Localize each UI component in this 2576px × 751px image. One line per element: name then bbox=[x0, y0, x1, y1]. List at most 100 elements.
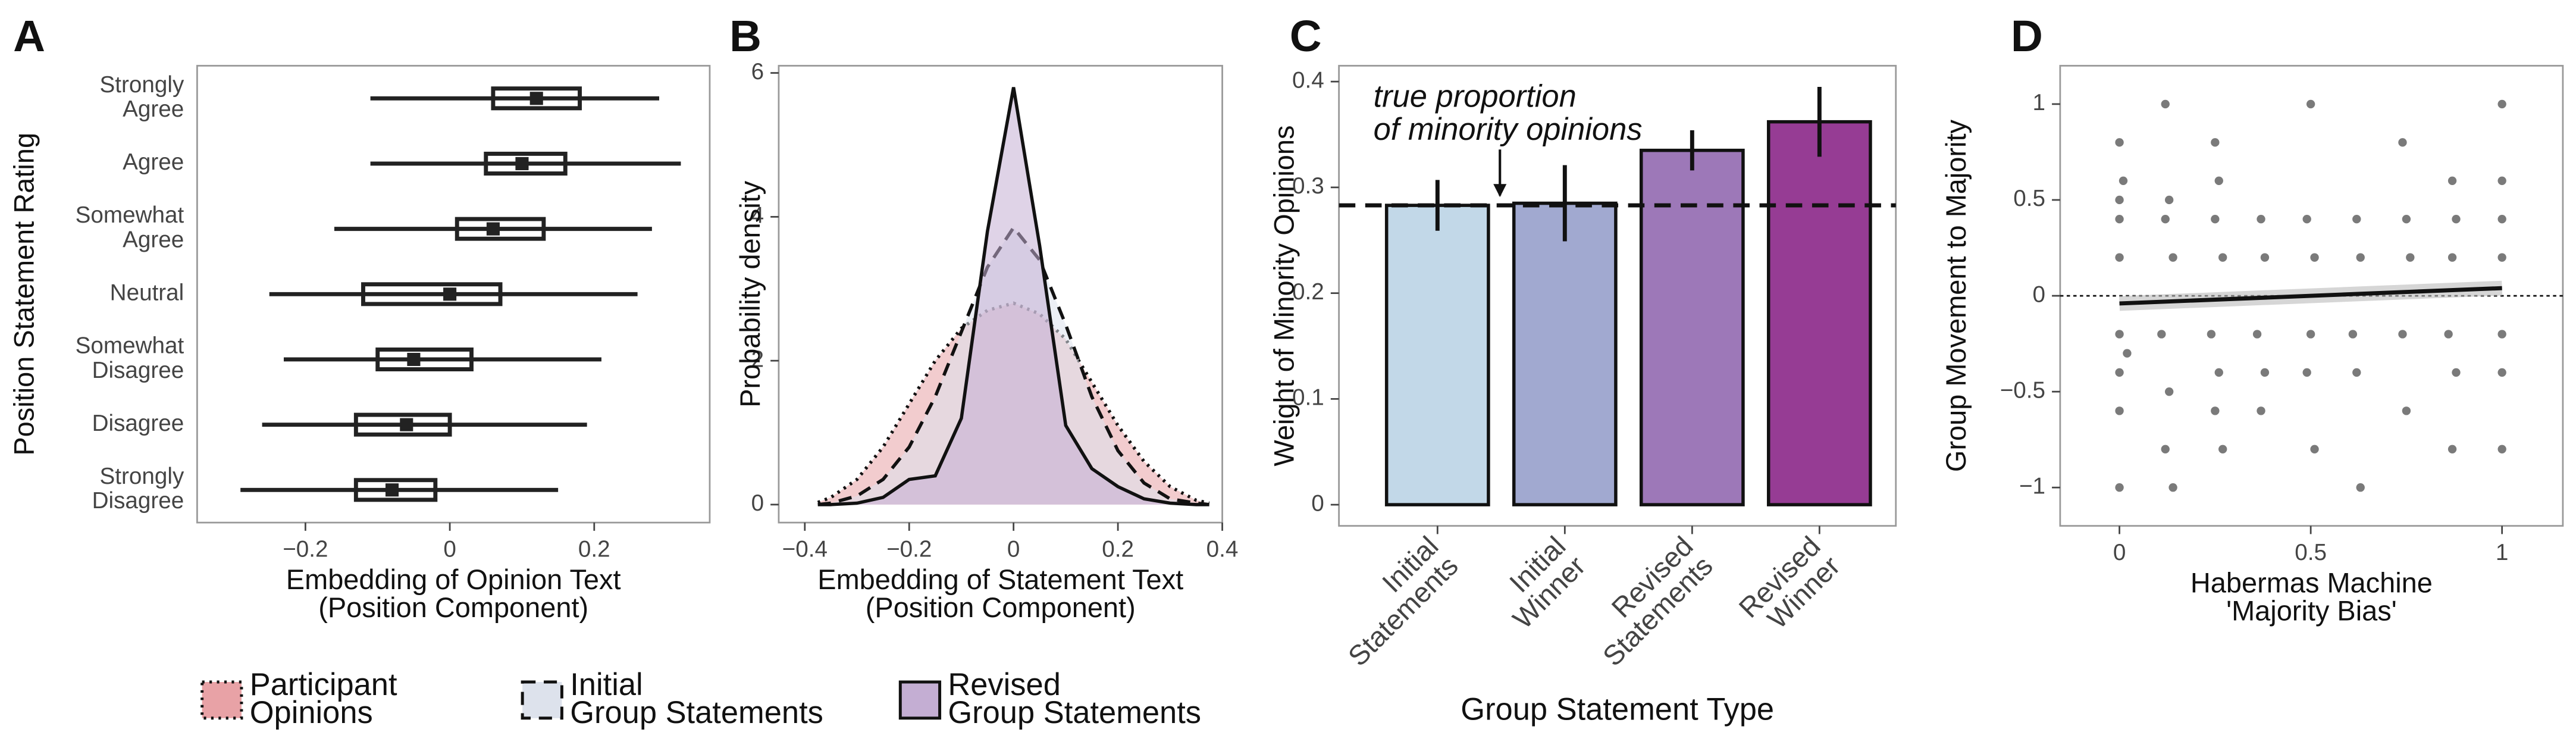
point bbox=[2447, 176, 2457, 185]
point bbox=[2161, 445, 2170, 453]
y-tick-label: 0 bbox=[751, 490, 764, 516]
legend-label: Revised bbox=[948, 668, 1061, 702]
point bbox=[2406, 253, 2415, 262]
y-tick-label: Neutral bbox=[110, 280, 184, 306]
point bbox=[2168, 483, 2177, 492]
legend-label: Initial bbox=[570, 668, 643, 702]
point bbox=[2356, 483, 2365, 492]
point bbox=[2115, 253, 2124, 262]
point bbox=[2402, 406, 2411, 415]
x-tick-label: 0.2 bbox=[578, 536, 610, 562]
box bbox=[375, 347, 474, 371]
x-tick-label: 0.5 bbox=[2295, 540, 2327, 565]
point bbox=[2402, 215, 2411, 224]
median bbox=[515, 157, 529, 171]
y-tick-label: −1 bbox=[2019, 473, 2045, 499]
point bbox=[2348, 330, 2358, 339]
point bbox=[2211, 138, 2220, 147]
point bbox=[2257, 215, 2265, 224]
point bbox=[2168, 253, 2177, 262]
x-axis-title: (Position Component) bbox=[866, 592, 1136, 623]
median bbox=[529, 92, 543, 105]
point bbox=[2352, 215, 2361, 224]
bar bbox=[1384, 204, 1490, 506]
median bbox=[443, 287, 457, 301]
point bbox=[2164, 195, 2174, 205]
y-axis-title: Weight of Minority Opinions bbox=[1269, 126, 1300, 467]
legend-swatch bbox=[521, 680, 563, 720]
y-tick-label: 0.3 bbox=[1292, 173, 1324, 199]
y-tick-label: 1 bbox=[2033, 90, 2045, 115]
point bbox=[2123, 349, 2132, 358]
point bbox=[2447, 445, 2457, 453]
x-tick-label: 0 bbox=[2113, 540, 2126, 565]
y-tick-label: 0.5 bbox=[2013, 186, 2045, 211]
point bbox=[2352, 368, 2361, 377]
trend-line bbox=[2119, 286, 2502, 306]
point bbox=[2119, 176, 2128, 185]
point bbox=[2252, 330, 2262, 339]
y-tick-label: Agree bbox=[123, 149, 184, 175]
point bbox=[2161, 99, 2170, 109]
y-tick-label: Disagree bbox=[92, 358, 184, 383]
x-tick-label: 0.4 bbox=[1206, 536, 1239, 562]
point bbox=[2310, 253, 2319, 262]
panel-letter: D bbox=[2011, 11, 2043, 61]
x-axis-title: 'Majority Bias' bbox=[2226, 595, 2397, 626]
median bbox=[407, 352, 421, 367]
y-tick-label: Strongly bbox=[99, 464, 184, 489]
median bbox=[486, 222, 500, 236]
point bbox=[2115, 330, 2124, 339]
point bbox=[2302, 368, 2311, 377]
point bbox=[2115, 138, 2124, 147]
panel-letter: C bbox=[1290, 11, 1322, 61]
legend-label: Opinions bbox=[250, 696, 373, 730]
point bbox=[2207, 330, 2216, 339]
point bbox=[2444, 330, 2453, 339]
point bbox=[2497, 330, 2506, 339]
point bbox=[2211, 215, 2220, 224]
point bbox=[2115, 215, 2124, 224]
point bbox=[2497, 99, 2506, 109]
x-tick-label: −0.2 bbox=[886, 536, 932, 562]
point bbox=[2161, 215, 2170, 224]
point bbox=[2115, 406, 2124, 415]
point bbox=[2356, 253, 2365, 262]
y-tick-label: Agree bbox=[123, 96, 184, 122]
x-tick-label: 0 bbox=[1007, 536, 1020, 562]
point bbox=[2157, 330, 2166, 339]
point bbox=[2115, 368, 2124, 377]
annotation: of minority opinions bbox=[1374, 112, 1643, 147]
point bbox=[2115, 483, 2124, 492]
x-tick-label: −0.4 bbox=[782, 536, 828, 562]
point bbox=[2398, 138, 2407, 147]
y-tick-label: Strongly bbox=[99, 72, 184, 98]
y-tick-label: Agree bbox=[123, 227, 184, 253]
y-axis-title: Position Statement Rating bbox=[9, 133, 40, 456]
y-tick-label: Somewhat bbox=[76, 333, 184, 358]
point bbox=[2260, 253, 2270, 262]
x-axis-title: Group Statement Type bbox=[1461, 693, 1774, 727]
point bbox=[2452, 368, 2461, 377]
median bbox=[385, 483, 399, 497]
y-tick-label: −0.5 bbox=[2000, 377, 2045, 403]
point bbox=[2218, 445, 2227, 453]
point bbox=[2497, 176, 2506, 185]
y-tick-label: Somewhat bbox=[76, 202, 184, 228]
legend-label: Participant bbox=[250, 668, 397, 702]
density-line bbox=[817, 87, 1209, 506]
point bbox=[2257, 406, 2265, 415]
x-tick-label: 0 bbox=[443, 536, 456, 562]
bar bbox=[1766, 120, 1872, 506]
point bbox=[2218, 253, 2227, 262]
box bbox=[361, 282, 503, 306]
y-tick-label: 0 bbox=[2033, 281, 2045, 307]
y-axis-title: Group Movement to Majority bbox=[1941, 119, 1972, 472]
point bbox=[2497, 253, 2506, 262]
point bbox=[2211, 406, 2220, 415]
density-area bbox=[817, 87, 1209, 505]
